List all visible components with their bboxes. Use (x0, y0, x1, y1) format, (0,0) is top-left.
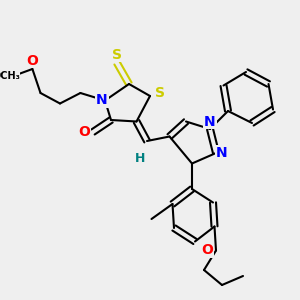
Text: N: N (204, 115, 216, 128)
Text: N: N (216, 146, 228, 160)
Text: S: S (112, 48, 122, 62)
Text: O: O (202, 244, 214, 257)
Text: S: S (154, 86, 165, 100)
Text: H: H (135, 152, 146, 166)
Text: O: O (26, 54, 38, 68)
Text: N: N (96, 94, 108, 107)
Text: O: O (78, 125, 90, 139)
Text: OCH₃: OCH₃ (0, 70, 20, 81)
